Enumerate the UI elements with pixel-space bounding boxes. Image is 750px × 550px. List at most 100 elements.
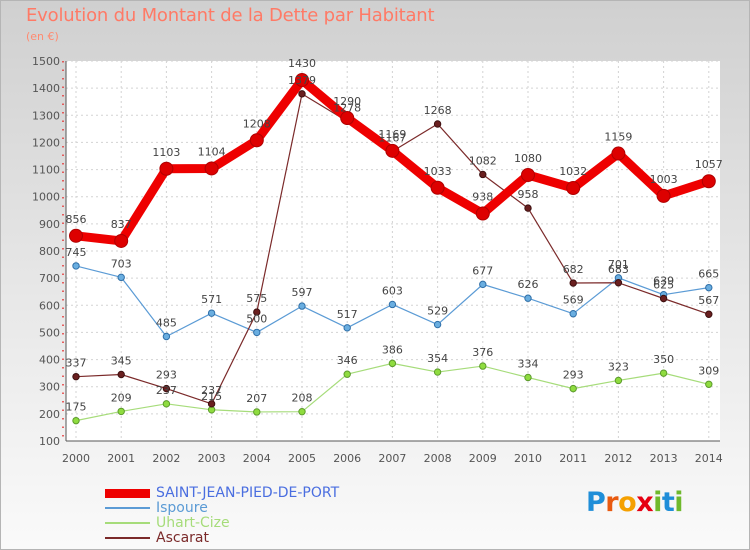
x-tick-label: 2007 [378,452,406,465]
data-point [569,279,577,287]
data-label: 683 [608,263,629,276]
data-label: 1379 [288,74,316,87]
data-label: 567 [698,294,719,307]
data-label: 639 [653,275,674,288]
data-point [614,376,623,385]
x-tick-label: 2004 [243,452,271,465]
y-tick-label: 1400 [32,82,60,95]
data-label: 1103 [152,146,180,159]
logo-letter: P [586,487,606,518]
chart-title: Evolution du Montant de la Dette par Hab… [26,5,435,26]
legend-label: Ispoure [156,500,208,516]
data-point [705,283,713,292]
data-point [433,368,442,376]
data-label: 1032 [559,165,587,178]
data-label: 376 [472,346,493,359]
data-point [207,406,216,414]
data-label: 569 [563,294,584,307]
data-label: 1003 [650,173,678,186]
legend-swatch [105,488,150,498]
data-point [385,143,400,158]
data-point [524,373,532,382]
legend-swatch [105,537,150,539]
data-label: 500 [246,312,267,325]
data-point [162,384,171,393]
data-label: 237 [156,384,177,397]
data-label: 1208 [243,117,271,130]
x-tick-label: 2003 [198,452,226,465]
data-point [656,188,671,203]
data-point [705,310,713,318]
data-label: 337 [66,357,87,370]
data-point [298,407,306,416]
data-point [433,320,442,329]
data-point [343,370,351,378]
data-label: 529 [427,305,448,318]
x-tick-label: 2011 [559,452,587,465]
legend-swatch [105,507,150,509]
logo-letter: r [605,487,619,518]
data-label: 1169 [378,128,406,141]
legend-label: SAINT-JEAN-PIED-DE-PORT [156,485,340,501]
data-point [72,262,80,270]
data-label: 309 [698,364,719,377]
data-label: 345 [111,355,132,368]
logo-letter: i [653,487,662,518]
y-tick-label: 1200 [32,136,60,149]
logo-letter: x [636,487,654,518]
x-tick-label: 2005 [288,452,316,465]
data-point [249,133,264,148]
data-point [207,400,216,408]
y-tick-label: 200 [39,408,60,421]
legend-swatch [105,522,150,524]
data-label: 1268 [424,104,452,117]
proxiti-logo: Proxiti [586,487,684,518]
data-point [521,168,535,182]
data-label: 625 [653,279,674,292]
y-tick-label: 1100 [32,164,60,177]
x-tick-label: 2008 [424,452,452,465]
data-label: 837 [111,218,132,231]
logo-letter: t [661,487,675,518]
y-tick-label: 100 [39,435,60,448]
data-point [114,233,129,248]
data-point [611,146,626,161]
x-tick-label: 2001 [107,452,135,465]
data-point [659,369,668,377]
data-point [569,384,577,393]
data-label: 682 [563,263,584,276]
data-label: 958 [518,188,539,201]
data-point [343,324,351,332]
y-tick-label: 1300 [32,109,60,122]
x-tick-label: 2009 [469,452,497,465]
data-label: 485 [156,317,177,330]
data-label: 1080 [514,152,542,165]
data-label: 208 [292,392,313,405]
data-label: 938 [472,191,493,204]
data-point [566,181,581,196]
data-point [162,332,171,341]
data-point [569,310,577,318]
y-tick-label: 400 [39,354,60,367]
data-label: 575 [246,292,267,305]
data-label: 175 [66,401,87,414]
y-tick-label: 800 [39,245,60,258]
data-point [340,111,355,125]
data-label: 745 [66,246,87,259]
data-label: 209 [111,391,132,404]
data-point [388,359,397,368]
data-label: 701 [608,258,629,271]
data-point [117,273,125,282]
legend-label: Ascarat [156,530,209,546]
data-label: 350 [653,353,674,366]
x-tick-label: 2010 [514,452,542,465]
data-point [72,372,80,381]
legend-label: Uhart-Cize [156,515,230,531]
data-label: 1082 [469,154,497,167]
y-tick-label: 600 [39,299,60,312]
data-point [475,206,490,221]
data-label: 354 [427,352,448,365]
data-point [253,408,261,416]
